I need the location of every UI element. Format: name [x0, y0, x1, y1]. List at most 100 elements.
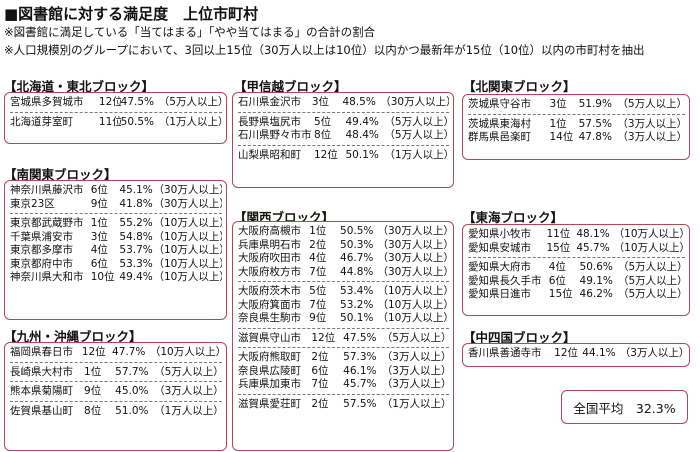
size-group: 茨城県守谷市 3位 51.9% （5万人以上）	[468, 98, 685, 115]
size-group: 滋賀県愛荘町 2位 57.5% （1万人以上）	[238, 398, 449, 412]
rank: 1位	[549, 117, 567, 130]
city-name: 東京都武蔵野市	[10, 217, 84, 229]
population-size: （10万人以上）	[153, 217, 223, 229]
percentage: 50.3%	[340, 238, 374, 251]
city-name: 茨城県東海村	[468, 117, 531, 130]
rank: 2位	[311, 351, 329, 363]
population-size: （5万人以上）	[154, 365, 222, 378]
population-size: （5万人以上）	[384, 129, 449, 141]
rank: 9位	[90, 197, 108, 210]
size-group: 佐賀県基山町 8位 51.0% （1万人以上）	[10, 405, 222, 419]
population-size: （30万人以上）	[153, 184, 223, 196]
population-size: （30万人以上）	[380, 96, 450, 108]
percentage: 44.1%	[582, 347, 616, 359]
size-group: 茨城県東海村 1位 57.5% （3万人以上） 群馬県邑楽町 14位 47.8% （3万人以上…	[468, 118, 685, 145]
rank: 15位	[546, 241, 571, 254]
rank: 6位	[548, 274, 566, 287]
city-name: 大阪府茨木市	[238, 285, 301, 297]
rank: 7位	[309, 265, 327, 278]
rank: 14位	[549, 131, 574, 143]
rank: 3位	[311, 96, 330, 108]
list-item: 長崎県大村市 1位 57.7% （5万人以上）	[10, 366, 222, 380]
size-group: 山梨県昭和町 12位 50.1% （1万人以上）	[238, 149, 449, 163]
block-label: 【九州・沖縄ブロック】	[4, 329, 142, 344]
page-title: ■図書館に対する満足度 上位市町村	[4, 5, 259, 23]
city-name: 奈良県広陵町	[238, 364, 301, 377]
block-box: 福岡県春日市 12位 47.7% （10万人以上） 長崎県大村市 1位 57.7% （5万人以…	[4, 342, 227, 451]
size-group: 北海道芽室町 11位 50.5% （1万人以上）	[10, 116, 222, 130]
population-size: （10万人以上）	[153, 244, 223, 256]
size-group: 大阪府熊取町 2位 57.3% （3万人以上） 奈良県広陵町 6位 46.1% （3万人以上）…	[238, 351, 449, 395]
population-size: （5万人以上）	[617, 288, 685, 300]
population-size: （3万人以上）	[617, 131, 685, 143]
city-name: 神奈川県藤沢市	[10, 184, 84, 196]
rank: 3位	[90, 230, 108, 243]
city-name: 長野県塩尻市	[238, 115, 301, 128]
size-group: 愛知県大府市 4位 50.6% （5万人以上） 愛知県長久手市 6位 49.1% （5万人以上…	[468, 261, 685, 302]
population-size: （10万人以上）	[153, 257, 223, 270]
list-item: 大阪府高槻市 1位 50.5% （30万人以上）	[238, 225, 449, 239]
city-name: 愛知県小牧市	[468, 228, 531, 240]
rank: 9位	[84, 385, 102, 397]
list-item: 東京都多摩市 4位 53.7%（10万人以上）	[10, 244, 222, 258]
rank: 12位	[81, 346, 106, 358]
population-size: （1万人以上）	[154, 404, 222, 417]
percentage: 50.1%	[345, 148, 379, 161]
size-group: 大阪府茨木市 5位 53.4% （10万人以上） 大阪府箕面市 7位 53.2% （10万人以…	[238, 285, 449, 329]
rank: 3位	[549, 98, 567, 110]
list-item: 佐賀県基山町 8位 51.0% （1万人以上）	[10, 405, 222, 419]
list-item: 滋賀県守山市 12位 47.5% （5万人以上）	[238, 332, 449, 346]
city-name: 大阪府枚方市	[238, 265, 301, 278]
list-item: 北海道芽室町 11位 50.5% （1万人以上）	[10, 116, 222, 130]
city-name: 東京都府中市	[10, 257, 73, 270]
size-group: 神奈川県藤沢市 6位 45.1%（30万人以上） 東京23区 9位 41.8%（30万人以…	[10, 184, 222, 214]
block-box: 神奈川県藤沢市 6位 45.1%（30万人以上） 東京23区 9位 41.8%（30万人以…	[4, 180, 227, 320]
rank: 7位	[311, 378, 329, 390]
percentage: 45.0%	[115, 385, 149, 397]
percentage: 47.7%	[112, 346, 146, 358]
rank: 4位	[90, 244, 108, 256]
block-box: 大阪府高槻市 1位 50.5% （30万人以上） 兵庫県明石市 2位 50.3% （30万人以…	[232, 221, 454, 451]
population-size: （3万人以上）	[619, 347, 685, 359]
percentage: 50.6%	[579, 261, 613, 273]
list-item: 神奈川県大和市 10位 49.4%（10万人以上）	[10, 271, 222, 285]
list-item: 熊本県菊陽町 9位 45.0% （3万人以上）	[10, 385, 222, 399]
list-item: 愛知県小牧市 11位 48.1% （10万人以上）	[468, 228, 685, 242]
percentage: 53.4%	[340, 285, 374, 297]
rank: 8位	[313, 129, 332, 141]
note-1: ※図書館に満足している「当てはまる」「やや当てはまる」の合計の割合	[4, 25, 376, 39]
city-name: 兵庫県明石市	[238, 238, 301, 251]
percentage: 45.7%	[576, 241, 610, 254]
list-item: 奈良県広陵町 6位 46.1% （3万人以上）	[238, 365, 449, 379]
city-name: 千葉県浦安市	[10, 230, 73, 243]
percentage: 47.5%	[120, 96, 155, 108]
population-size: （10万人以上）	[153, 271, 223, 283]
percentage: 45.7%	[343, 378, 377, 390]
rank: 12位	[554, 347, 579, 359]
block-label: 【東海ブロック】	[463, 210, 564, 225]
rank: 12位	[311, 331, 336, 344]
list-item: 茨城県東海村 1位 57.5% （3万人以上）	[468, 118, 685, 132]
list-item: 奈良県生駒市 9位 50.1% （10万人以上）	[238, 312, 449, 326]
city-name: 東京23区	[10, 197, 55, 210]
list-item: 群馬県邑楽町 14位 47.8% （3万人以上）	[468, 131, 685, 145]
rank: 15位	[548, 288, 573, 300]
city-name: 大阪府吹田市	[238, 252, 301, 264]
list-item: 東京都武蔵野市 1位 55.2%（10万人以上）	[10, 217, 222, 231]
population-size: （1万人以上）	[384, 148, 449, 161]
city-name: 北海道芽室町	[10, 115, 73, 128]
percentage: 50.5%	[340, 225, 374, 237]
population-size: （1万人以上）	[381, 397, 449, 410]
list-item: 東京都府中市 6位 53.3%（10万人以上）	[10, 258, 222, 272]
city-name: 愛知県日進市	[468, 288, 531, 300]
size-group: 東京都武蔵野市1位55.2%（10万人以上）千葉県浦安市3位54.8%（10万人…	[10, 217, 222, 285]
population-size: （5万人以上）	[617, 98, 685, 110]
percentage: 50.1%	[340, 312, 374, 324]
block-label: 【甲信越ブロック】	[234, 79, 347, 94]
rank: 6位	[90, 257, 108, 270]
population-size: （3万人以上）	[154, 385, 222, 397]
city-name: 茨城県守谷市	[468, 98, 531, 110]
block-box: 石川県金沢市 3位 48.5% （30万人以上） 長野県塩尻市 5位 49.4% （5万人以上…	[232, 92, 454, 188]
percentage: 41.8%	[119, 197, 153, 210]
percentage: 46.7%	[340, 252, 374, 264]
